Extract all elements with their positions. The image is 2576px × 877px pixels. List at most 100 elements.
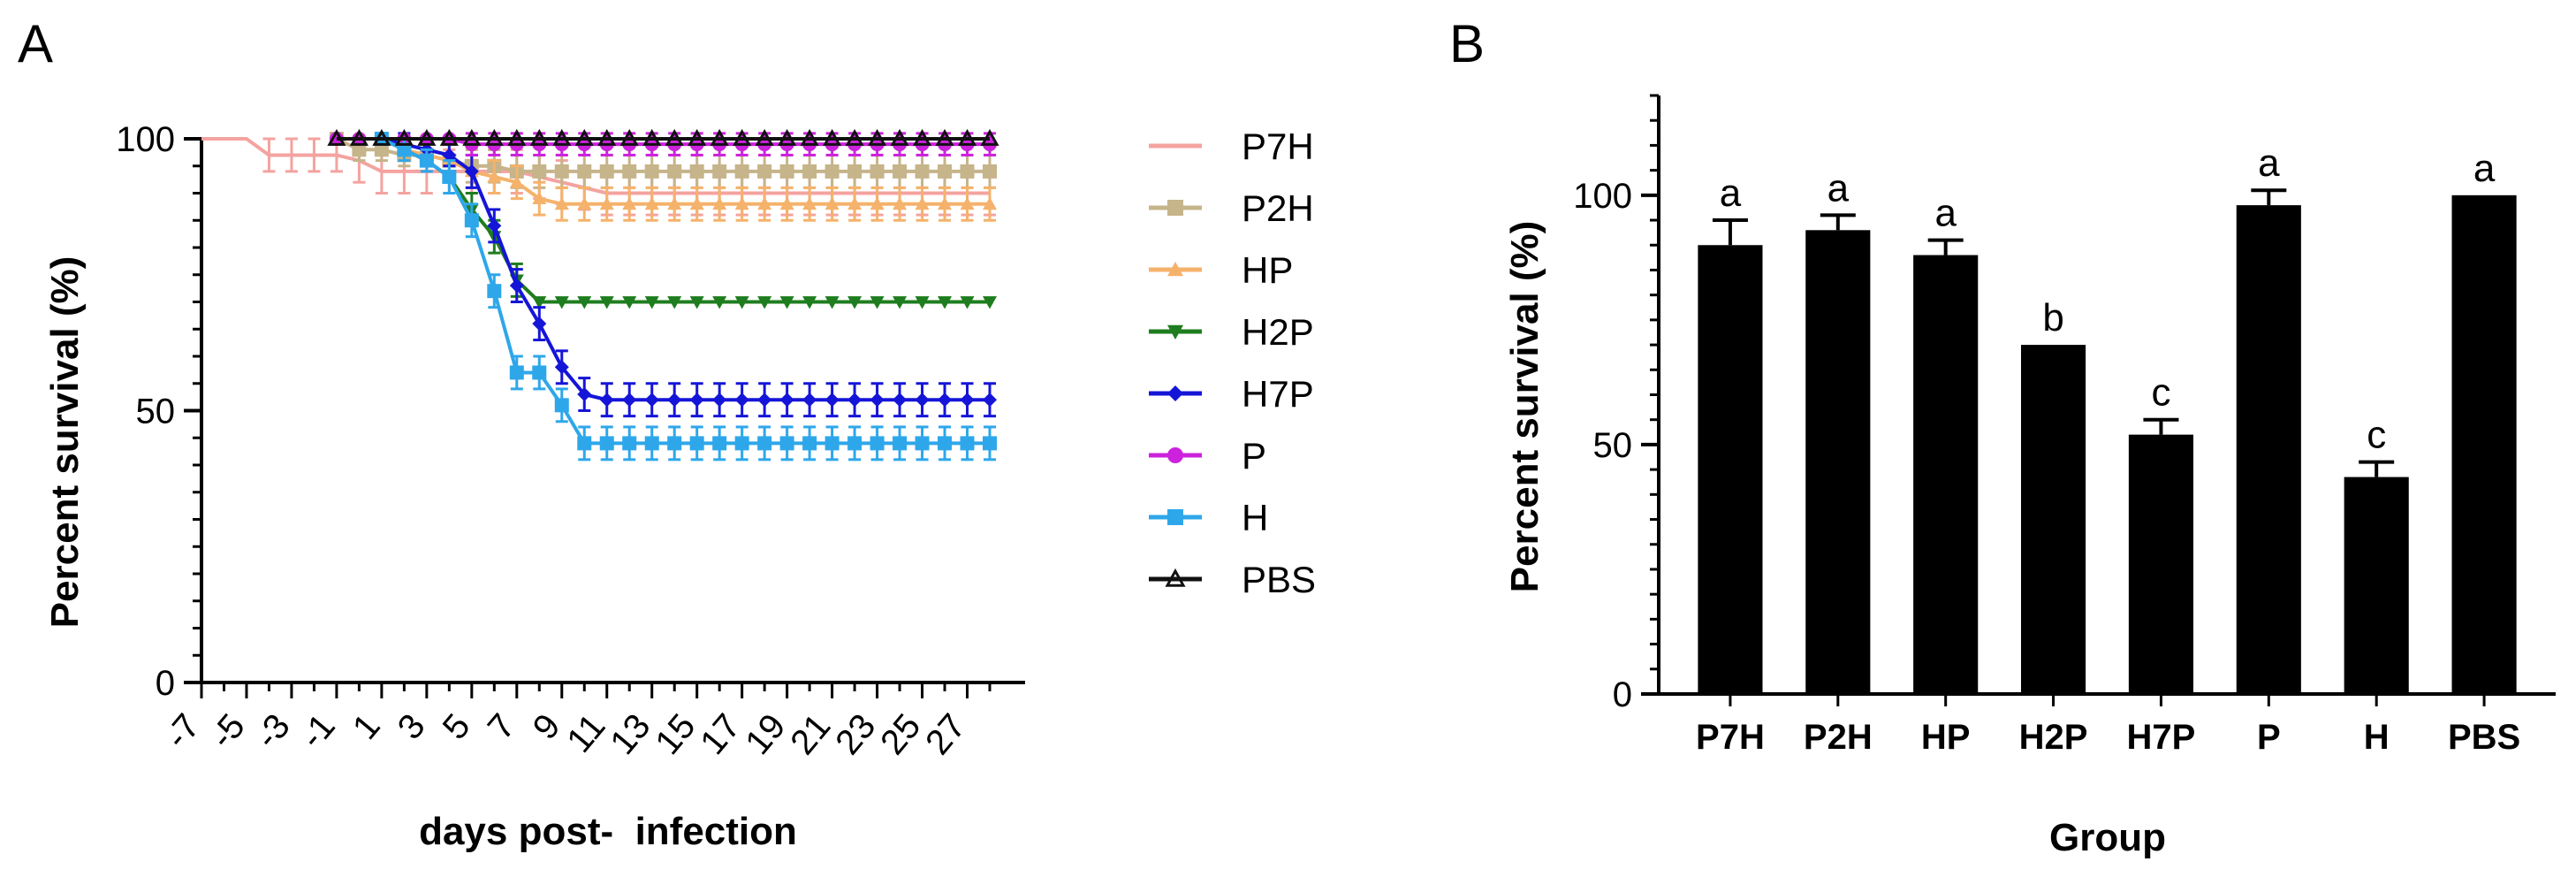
- data-point: [779, 296, 794, 309]
- bar: [1698, 245, 1763, 694]
- data-point: [734, 393, 749, 408]
- data-point: [622, 196, 637, 210]
- data-point: [757, 164, 772, 179]
- y-axis-title: Percent survival (%): [43, 256, 87, 629]
- y-tick-label: 0: [1613, 675, 1632, 714]
- data-point: [845, 128, 864, 146]
- data-point: [870, 393, 885, 408]
- data-point: [938, 296, 953, 309]
- data-point: [394, 128, 414, 146]
- data-point: [1165, 568, 1186, 587]
- data-point: [734, 164, 749, 179]
- significance-letter: a: [1828, 166, 1850, 210]
- bar: [2344, 477, 2409, 694]
- significance-letter: c: [2151, 371, 2170, 415]
- data-point: [847, 393, 862, 408]
- data-point: [802, 296, 817, 309]
- data-point: [1167, 200, 1183, 216]
- data-point: [802, 436, 817, 451]
- data-point: [554, 360, 569, 375]
- data-point: [779, 436, 794, 451]
- legend-label: H7P: [1242, 373, 1314, 415]
- data-point: [938, 196, 953, 210]
- x-tick-label: 7: [481, 707, 523, 747]
- series-line: [381, 137, 990, 304]
- data-point: [689, 436, 704, 451]
- data-point: [1167, 509, 1183, 525]
- data-point: [619, 128, 639, 146]
- data-point: [599, 196, 614, 210]
- significance-letter: b: [2042, 296, 2063, 339]
- category-label: H7P: [2127, 718, 2196, 757]
- data-point: [870, 196, 885, 210]
- data-point: [622, 164, 637, 179]
- legend-label: P7H: [1242, 126, 1314, 167]
- bar: [1913, 255, 1979, 694]
- data-point: [599, 436, 614, 451]
- data-point: [644, 196, 659, 210]
- data-point: [667, 296, 682, 309]
- data-point: [599, 393, 614, 408]
- data-point: [757, 436, 772, 451]
- data-point: [960, 436, 975, 451]
- data-point: [870, 436, 885, 451]
- data-point: [824, 393, 840, 408]
- significance-letter: a: [2258, 141, 2280, 185]
- significance-letter: a: [1720, 172, 1742, 215]
- legend: P7H P2H HP H2P H7P PH PBS: [1149, 126, 1316, 600]
- significance-letter: c: [2367, 414, 2386, 457]
- panel-a-letter: A: [18, 14, 53, 73]
- data-point: [893, 196, 908, 210]
- data-point: [484, 128, 504, 146]
- series-line: [381, 137, 990, 446]
- data-point: [757, 393, 772, 408]
- data-point: [622, 393, 637, 408]
- data-point: [779, 164, 794, 179]
- data-point: [597, 128, 617, 146]
- y-tick-label: 0: [156, 664, 175, 703]
- x-tick-label: 3: [391, 707, 433, 747]
- data-point: [374, 142, 389, 157]
- bar-group-pbs: a PBS: [2448, 147, 2520, 757]
- data-point: [847, 436, 862, 451]
- category-label: P: [2257, 718, 2281, 757]
- data-point: [893, 164, 908, 179]
- bar: [2128, 434, 2193, 694]
- category-label: P2H: [1804, 718, 1873, 757]
- category-label: PBS: [2448, 718, 2520, 757]
- data-point: [439, 128, 459, 146]
- data-point: [779, 196, 794, 210]
- data-point: [734, 296, 749, 309]
- data-point: [1167, 385, 1183, 401]
- legend-item-p: P: [1149, 435, 1266, 477]
- data-point: [622, 296, 637, 309]
- data-point: [667, 393, 682, 408]
- data-point: [847, 164, 862, 179]
- data-point: [1167, 262, 1183, 277]
- series-line: [381, 137, 990, 206]
- data-point: [397, 142, 412, 157]
- data-point: [980, 128, 999, 146]
- legend-item-h: H: [1149, 497, 1268, 538]
- bar: [2451, 194, 2517, 695]
- data-point: [712, 393, 727, 408]
- category-label: H: [2364, 718, 2390, 757]
- data-point: [554, 164, 569, 179]
- x-tick-label: -5: [202, 707, 253, 757]
- x-tick-label: 27: [918, 707, 973, 762]
- data-point: [802, 196, 817, 210]
- data-point: [847, 296, 862, 309]
- data-point: [349, 128, 369, 146]
- data-point: [667, 196, 682, 210]
- data-point: [487, 170, 502, 183]
- data-point: [689, 296, 704, 309]
- panel-b-letter: B: [1449, 14, 1485, 73]
- data-point: [824, 296, 840, 309]
- data-point: [800, 128, 819, 146]
- data-point: [487, 284, 502, 299]
- bar-group-h: cH: [2344, 414, 2409, 757]
- data-point: [599, 164, 614, 179]
- data-point: [667, 436, 682, 451]
